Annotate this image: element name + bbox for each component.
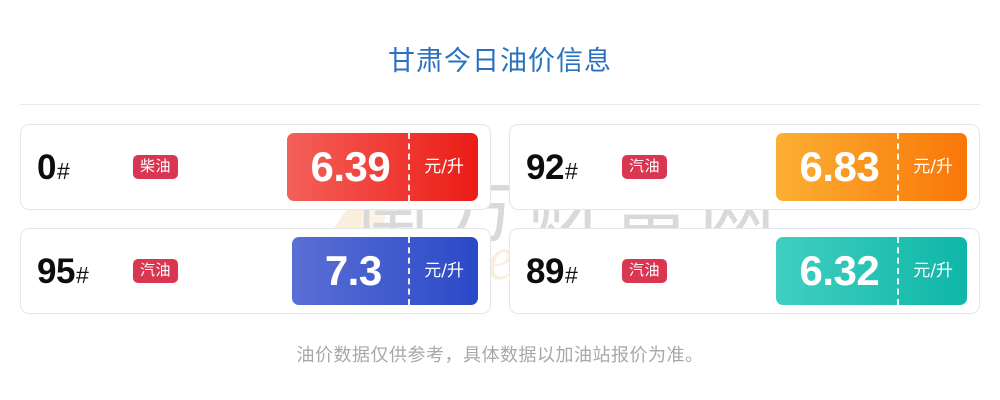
fuel-grade-number: 89: [526, 251, 564, 291]
price-unit: 元/升: [897, 237, 967, 305]
fuel-type-badge: 柴油: [133, 154, 179, 180]
price-card[interactable]: 95 # 汽油 7.3 元/升: [20, 228, 491, 314]
fuel-grade: 89 #: [526, 254, 604, 289]
fuel-grade: 95 #: [37, 254, 115, 289]
price-card[interactable]: 0 # 柴油 6.39 元/升: [20, 124, 491, 210]
price-value: 6.83: [799, 143, 880, 190]
price-card-grid: 0 # 柴油 6.39 元/升 92 # 汽油 6.83 元/升: [20, 124, 980, 314]
fuel-grade: 0 #: [37, 150, 115, 185]
price-unit: 元/升: [897, 133, 967, 201]
fuel-grade-hash: #: [564, 261, 578, 288]
price-unit: 元/升: [408, 133, 478, 201]
price-value: 6.32: [799, 247, 880, 294]
fuel-grade-number: 95: [37, 251, 75, 291]
price-unit: 元/升: [408, 237, 478, 305]
fuel-grade: 92 #: [526, 150, 604, 185]
fuel-grade-number: 0: [37, 147, 56, 187]
fuel-grade-number: 92: [526, 147, 564, 187]
price-card[interactable]: 92 # 汽油 6.83 元/升: [509, 124, 980, 210]
price-value: 7.3: [324, 247, 382, 294]
price-block: 7.3 元/升: [292, 237, 478, 305]
fuel-type-badge: 汽油: [622, 258, 668, 284]
price-block: 6.39 元/升: [286, 133, 478, 201]
disclaimer-note: 油价数据仅供参考，具体数据以加油站报价为准。: [296, 345, 704, 366]
fuel-grade-hash: #: [564, 157, 578, 184]
fuel-type-badge: 汽油: [133, 258, 179, 284]
page-title: 甘肃今日油价信息: [388, 46, 612, 77]
price-value: 6.39: [310, 143, 391, 190]
fuel-type-badge: 汽油: [622, 154, 668, 180]
price-block: 6.83 元/升: [775, 133, 967, 201]
fuel-grade-hash: #: [75, 261, 89, 288]
fuel-grade-hash: #: [56, 157, 70, 184]
price-block: 6.32 元/升: [775, 237, 967, 305]
price-card[interactable]: 89 # 汽油 6.32 元/升: [509, 228, 980, 314]
header-divider: [20, 104, 980, 105]
